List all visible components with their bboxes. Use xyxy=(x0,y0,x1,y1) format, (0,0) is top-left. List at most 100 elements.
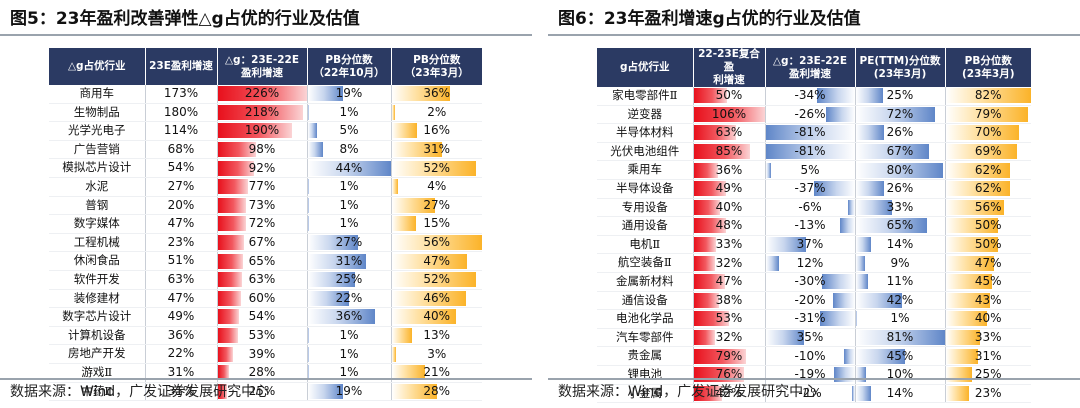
table-row: 水泥 27% 77% 1% 4% xyxy=(49,177,482,197)
bar-cell: 1% xyxy=(307,196,392,216)
industry-name: 逆变器 xyxy=(597,105,694,125)
cell-value: 32% xyxy=(715,330,743,345)
bar-cell: -81% xyxy=(765,123,856,143)
data-bar xyxy=(855,292,902,308)
industry-name: 半导体材料 xyxy=(597,123,694,143)
bar-cell: 62% xyxy=(945,179,1031,199)
data-bar xyxy=(217,160,254,176)
cell-value: 65% xyxy=(886,218,914,233)
figure-title: 图5：23年盈利改善弹性△g占优的行业及估值 xyxy=(10,9,360,29)
cell-value: 47% xyxy=(715,274,743,289)
cell-value: 25% xyxy=(248,383,276,398)
data-bar xyxy=(855,125,885,141)
bar-cell: 47% xyxy=(391,251,482,271)
data-bar xyxy=(391,123,418,139)
title-divider xyxy=(548,34,1080,36)
cell-value: 114% xyxy=(145,121,218,141)
bar-cell: 72% xyxy=(217,214,308,234)
data-bar xyxy=(307,160,391,176)
valuation-table: g占优行业 22-23E复合盈 利增速 △g：23E-22E 盈利增速 PE(TTM)… xyxy=(597,48,1031,404)
data-bar xyxy=(945,125,1019,141)
bar-cell: 46% xyxy=(391,289,482,309)
industry-name: 汽车零部件 xyxy=(597,328,694,348)
bar-cell: 1% xyxy=(855,309,946,329)
data-bar xyxy=(855,255,866,271)
data-bar xyxy=(847,199,855,215)
data-bar xyxy=(765,237,807,253)
cell-value: 98% xyxy=(248,142,276,157)
data-bar xyxy=(840,218,855,234)
industry-name: 电机Ⅱ xyxy=(597,235,694,255)
cell-value: 53% xyxy=(715,311,743,326)
cell-value: 67% xyxy=(248,235,276,250)
table-row: 逆变器 106% -26% 72% 79% xyxy=(597,105,1031,125)
data-bar xyxy=(945,348,978,364)
cell-value: -31% xyxy=(794,311,826,326)
data-bar xyxy=(855,218,927,234)
cell-value: 67% xyxy=(886,144,914,159)
cell-value: 54% xyxy=(248,309,276,324)
data-bar xyxy=(391,104,395,120)
bar-cell: 52% xyxy=(391,158,482,178)
cell-value: 10% xyxy=(886,367,914,382)
title-divider xyxy=(0,34,532,36)
bar-cell: 1% xyxy=(307,177,392,197)
bar-cell: 33% xyxy=(855,198,946,218)
data-bar xyxy=(693,125,736,141)
industry-name: 普钢 xyxy=(49,196,146,216)
cell-value: 14% xyxy=(886,237,914,252)
data-bar xyxy=(307,104,310,120)
table-row: 贵金属 79% -10% 45% 31% xyxy=(597,346,1031,366)
data-bar xyxy=(945,292,991,308)
cell-value: 68% xyxy=(145,140,218,160)
data-bar xyxy=(693,292,719,308)
bar-cell: 45% xyxy=(855,346,946,366)
bar-cell: 5% xyxy=(765,160,856,180)
cell-value: 5% xyxy=(339,123,359,138)
column-header: PB分位数 （23年3月） xyxy=(391,48,482,85)
cell-value: 3% xyxy=(427,346,447,361)
data-bar xyxy=(855,106,935,122)
table-row: 通用设备 48% -13% 65% 50% xyxy=(597,216,1031,236)
table-row: 游戏Ⅱ 31% 28% 1% 21% xyxy=(49,363,482,383)
bar-cell: 1% xyxy=(307,214,392,234)
table-row: 休闲食品 51% 65% 31% 47% xyxy=(49,251,482,271)
industry-name: 游戏Ⅱ xyxy=(49,363,146,383)
bar-cell: 9% xyxy=(855,253,946,273)
data-bar xyxy=(307,328,310,344)
bar-cell: 63% xyxy=(693,123,766,143)
column-header: PB分位数 （22年10月） xyxy=(307,48,392,85)
column-header: △g：23E-22E 盈利增速 xyxy=(217,48,308,85)
cell-value: 33% xyxy=(715,237,743,252)
data-bar xyxy=(945,385,970,401)
cell-value: 82% xyxy=(974,88,1002,103)
bar-cell: 65% xyxy=(855,216,946,236)
cell-value: 5% xyxy=(800,162,820,177)
bar-cell: 12% xyxy=(765,253,856,273)
table-row: 广告营销 68% 98% 8% 31% xyxy=(49,140,482,160)
data-bar xyxy=(391,235,482,251)
cell-value: 48% xyxy=(715,218,743,233)
cell-value: 1% xyxy=(339,328,359,343)
bar-cell: 92% xyxy=(217,158,308,178)
table-row: 数字媒体 47% 72% 1% 15% xyxy=(49,214,482,234)
cell-value: 47% xyxy=(145,289,218,309)
table-row: 普钢 20% 73% 1% 27% xyxy=(49,196,482,216)
column-header: PB分位数 (23年3月) xyxy=(945,48,1031,87)
bar-cell: 48% xyxy=(693,216,766,236)
data-bar xyxy=(855,311,857,327)
table-row: 光学光电子 114% 190% 5% 16% xyxy=(49,121,482,141)
cell-value: 32% xyxy=(715,255,743,270)
bar-cell: 31% xyxy=(945,346,1031,366)
bar-cell: -34% xyxy=(765,87,856,106)
bar-cell: -10% xyxy=(765,346,856,366)
cell-value: 47% xyxy=(423,253,451,268)
data-bar xyxy=(693,106,765,122)
table-row: 金属新材料 47% -30% 11% 45% xyxy=(597,272,1031,292)
cell-value: 62% xyxy=(974,162,1002,177)
data-bar xyxy=(391,365,426,381)
table-row: 家电零部件Ⅱ 50% -34% 25% 82% xyxy=(597,87,1031,106)
industry-name: 休闲食品 xyxy=(49,251,146,271)
table-row: 光伏电池组件 85% -81% 67% 69% xyxy=(597,142,1031,162)
bar-cell: 60% xyxy=(217,289,308,309)
